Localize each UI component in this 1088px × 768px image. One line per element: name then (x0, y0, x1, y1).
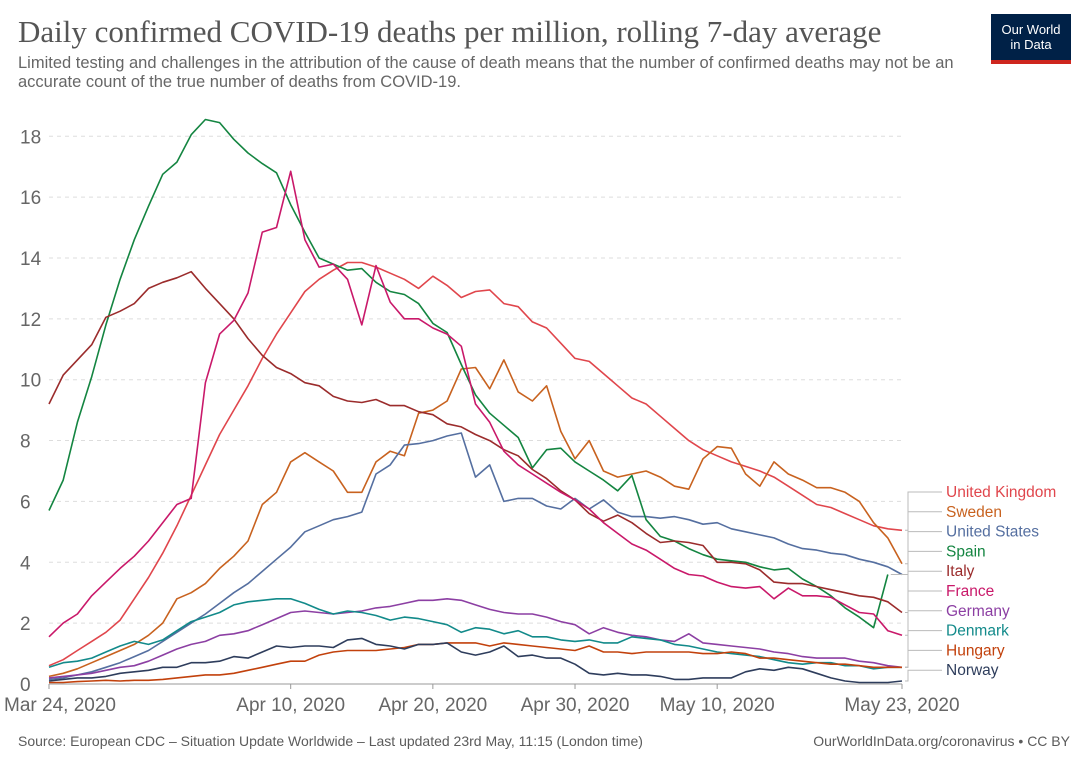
license-link[interactable]: OurWorldInData.org/coronavirus • CC BY (813, 733, 1070, 749)
grid-lines (49, 135, 902, 685)
legend-connector (905, 649, 942, 668)
y-tick-label: 8 (20, 432, 31, 453)
x-tick-label: Apr 30, 2020 (521, 695, 630, 716)
y-tick-label: 12 (20, 310, 41, 331)
logo-line-1: Our World (1001, 22, 1061, 37)
legend-label: United States (946, 524, 1039, 541)
owid-logo[interactable]: Our World in Data (991, 14, 1071, 64)
legend-label: Denmark (946, 623, 1009, 640)
legend-connector (905, 630, 942, 668)
x-tick-label: Apr 10, 2020 (236, 695, 345, 716)
legend-connector (905, 590, 942, 636)
source-note: Source: European CDC – Situation Update … (18, 733, 643, 749)
x-tick-label: Apr 20, 2020 (378, 695, 487, 716)
legend: United Kingdom Sweden United States Spain It… (890, 484, 1056, 682)
y-tick-label: 6 (20, 492, 31, 513)
x-tick-label: May 23, 2020 (844, 695, 959, 716)
legend-connector (905, 570, 942, 613)
legend-connector (890, 550, 942, 575)
legend-connector (905, 491, 942, 531)
series-line (48, 597, 903, 679)
series-lines (48, 118, 903, 684)
legend-label: Sweden (946, 504, 1002, 521)
legend-label: Germany (946, 603, 1010, 620)
x-tick-label: Mar 24, 2020 (4, 695, 116, 716)
legend-label: France (946, 583, 994, 600)
series-line (49, 642, 902, 684)
series-line (48, 170, 903, 638)
x-tick-label: May 10, 2020 (660, 695, 775, 716)
series-line (48, 359, 903, 678)
legend-label: United Kingdom (946, 484, 1056, 501)
y-tick-label: 0 (20, 675, 31, 696)
y-axis: 0 2 4 6 8 10 12 14 16 18 (20, 127, 42, 696)
legend-connector (905, 511, 942, 565)
legend-label: Italy (946, 563, 975, 580)
logo-line-2: in Data (1010, 37, 1052, 52)
logo-accent-bar (991, 60, 1071, 64)
y-tick-label: 16 (20, 188, 41, 209)
legend-connector (905, 669, 942, 682)
series-line (48, 270, 903, 614)
y-tick-label: 18 (20, 127, 41, 148)
chart-title: Daily confirmed COVID-19 deaths per mill… (18, 14, 882, 49)
series-line (48, 432, 903, 681)
legend-label: Hungary (946, 642, 1005, 659)
chart-subtitle: Limited testing and challenges in the at… (18, 54, 954, 91)
series-line (48, 118, 889, 629)
y-tick-label: 10 (20, 371, 41, 392)
series-line (48, 597, 902, 670)
y-tick-label: 4 (20, 553, 31, 574)
y-tick-label: 2 (20, 614, 31, 635)
y-tick-label: 14 (20, 249, 42, 270)
legend-label: Norway (946, 662, 999, 679)
legend-label: Spain (946, 543, 986, 560)
legend-connector (905, 610, 942, 668)
legend-connector (905, 531, 942, 575)
series-line (48, 637, 903, 684)
x-axis: Mar 24, 2020 Apr 10, 2020 Apr 20, 2020 Apr … (4, 684, 960, 716)
